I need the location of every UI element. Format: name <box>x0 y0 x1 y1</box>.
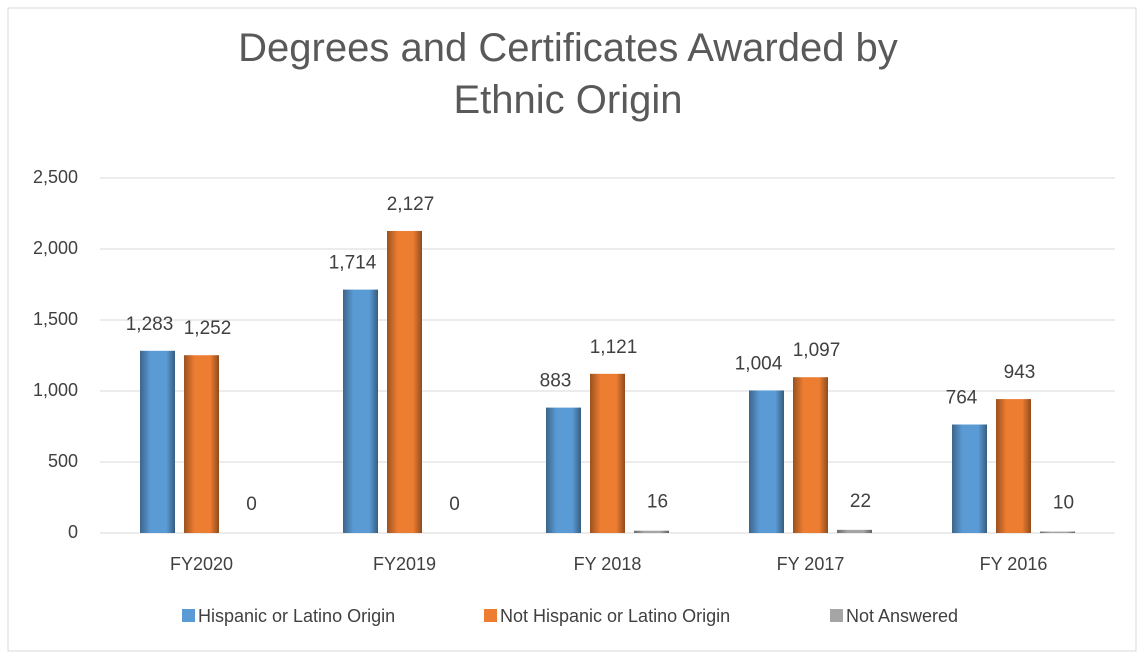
legend-label: Not Hispanic or Latino Origin <box>500 606 730 626</box>
bar-shade <box>184 355 219 533</box>
y-tick-label: 2,500 <box>33 167 78 187</box>
x-tick-label: FY 2017 <box>777 554 845 574</box>
chart-title: Degrees and Certificates Awarded by Ethn… <box>238 26 898 122</box>
data-label: 10 <box>1053 493 1074 514</box>
y-tick-label: 500 <box>48 451 78 471</box>
bar-shade <box>343 289 378 533</box>
bar-shade <box>387 230 422 533</box>
chart-border <box>7 7 1137 652</box>
x-tick-label: FY 2016 <box>980 554 1048 574</box>
data-label: 1,004 <box>735 353 783 374</box>
bar-shade <box>793 377 828 533</box>
x-tick-label: FY2020 <box>170 554 233 574</box>
legend-swatch <box>830 609 843 622</box>
data-label: 883 <box>540 371 572 392</box>
x-tick-label: FY 2018 <box>574 554 642 574</box>
data-label: 0 <box>246 494 257 515</box>
data-label: 943 <box>1004 362 1036 383</box>
data-label: 1,714 <box>329 253 377 274</box>
legend-swatch <box>484 609 497 622</box>
y-tick-label: 2,000 <box>33 238 78 258</box>
data-label: 1,121 <box>590 337 638 358</box>
x-tick-label: FY2019 <box>373 554 436 574</box>
data-label: 1,252 <box>184 318 232 339</box>
legend-label: Not Answered <box>846 606 958 626</box>
bar-shade <box>1040 531 1075 533</box>
data-label: 1,283 <box>126 314 174 335</box>
legend-label: Hispanic or Latino Origin <box>198 606 395 626</box>
bar-shade <box>590 373 625 533</box>
legend-swatch <box>182 609 195 622</box>
bar-shade <box>996 399 1031 533</box>
y-tick-label: 1,500 <box>33 309 78 329</box>
bar-shade <box>837 529 872 533</box>
bar-shade <box>749 390 784 533</box>
bar-shade <box>952 424 987 533</box>
bar-shade <box>546 407 581 533</box>
data-label: 22 <box>850 491 871 512</box>
data-label: 1,097 <box>793 340 841 361</box>
bar-shade <box>140 350 175 533</box>
data-label: 16 <box>647 492 668 513</box>
bar-shade <box>634 530 669 533</box>
y-tick-label: 1,000 <box>33 380 78 400</box>
data-label: 0 <box>449 494 460 515</box>
y-tick-label: 0 <box>68 522 78 542</box>
data-label: 764 <box>946 388 978 409</box>
data-label: 2,127 <box>387 194 435 215</box>
